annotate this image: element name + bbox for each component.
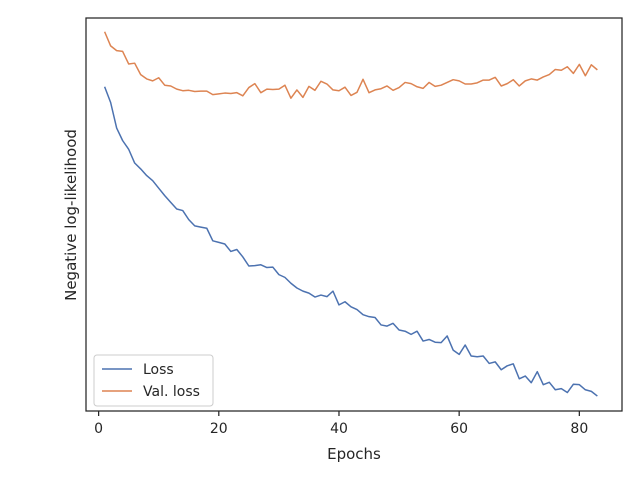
y-axis-label: Negative log-likelihood (62, 129, 80, 301)
plot-lines (103, 31, 598, 397)
x-tick-label: 40 (330, 421, 348, 437)
legend: Loss Val. loss (93, 354, 214, 407)
x-axis-label: Epochs (327, 445, 381, 463)
x-tick-label: 80 (570, 421, 588, 437)
x-tick-label: 60 (450, 421, 468, 437)
x-tick-label: 20 (210, 421, 228, 437)
legend-label-val-loss: Val. loss (143, 384, 200, 400)
series-line-loss (103, 86, 598, 397)
x-axis-ticks: 0 20 40 60 80 (94, 411, 588, 437)
legend-label-loss: Loss (143, 362, 174, 378)
x-tick-label: 0 (94, 421, 103, 437)
series-line-val-loss (103, 31, 598, 99)
legend-box (93, 354, 214, 407)
plot-frame (85, 17, 623, 412)
